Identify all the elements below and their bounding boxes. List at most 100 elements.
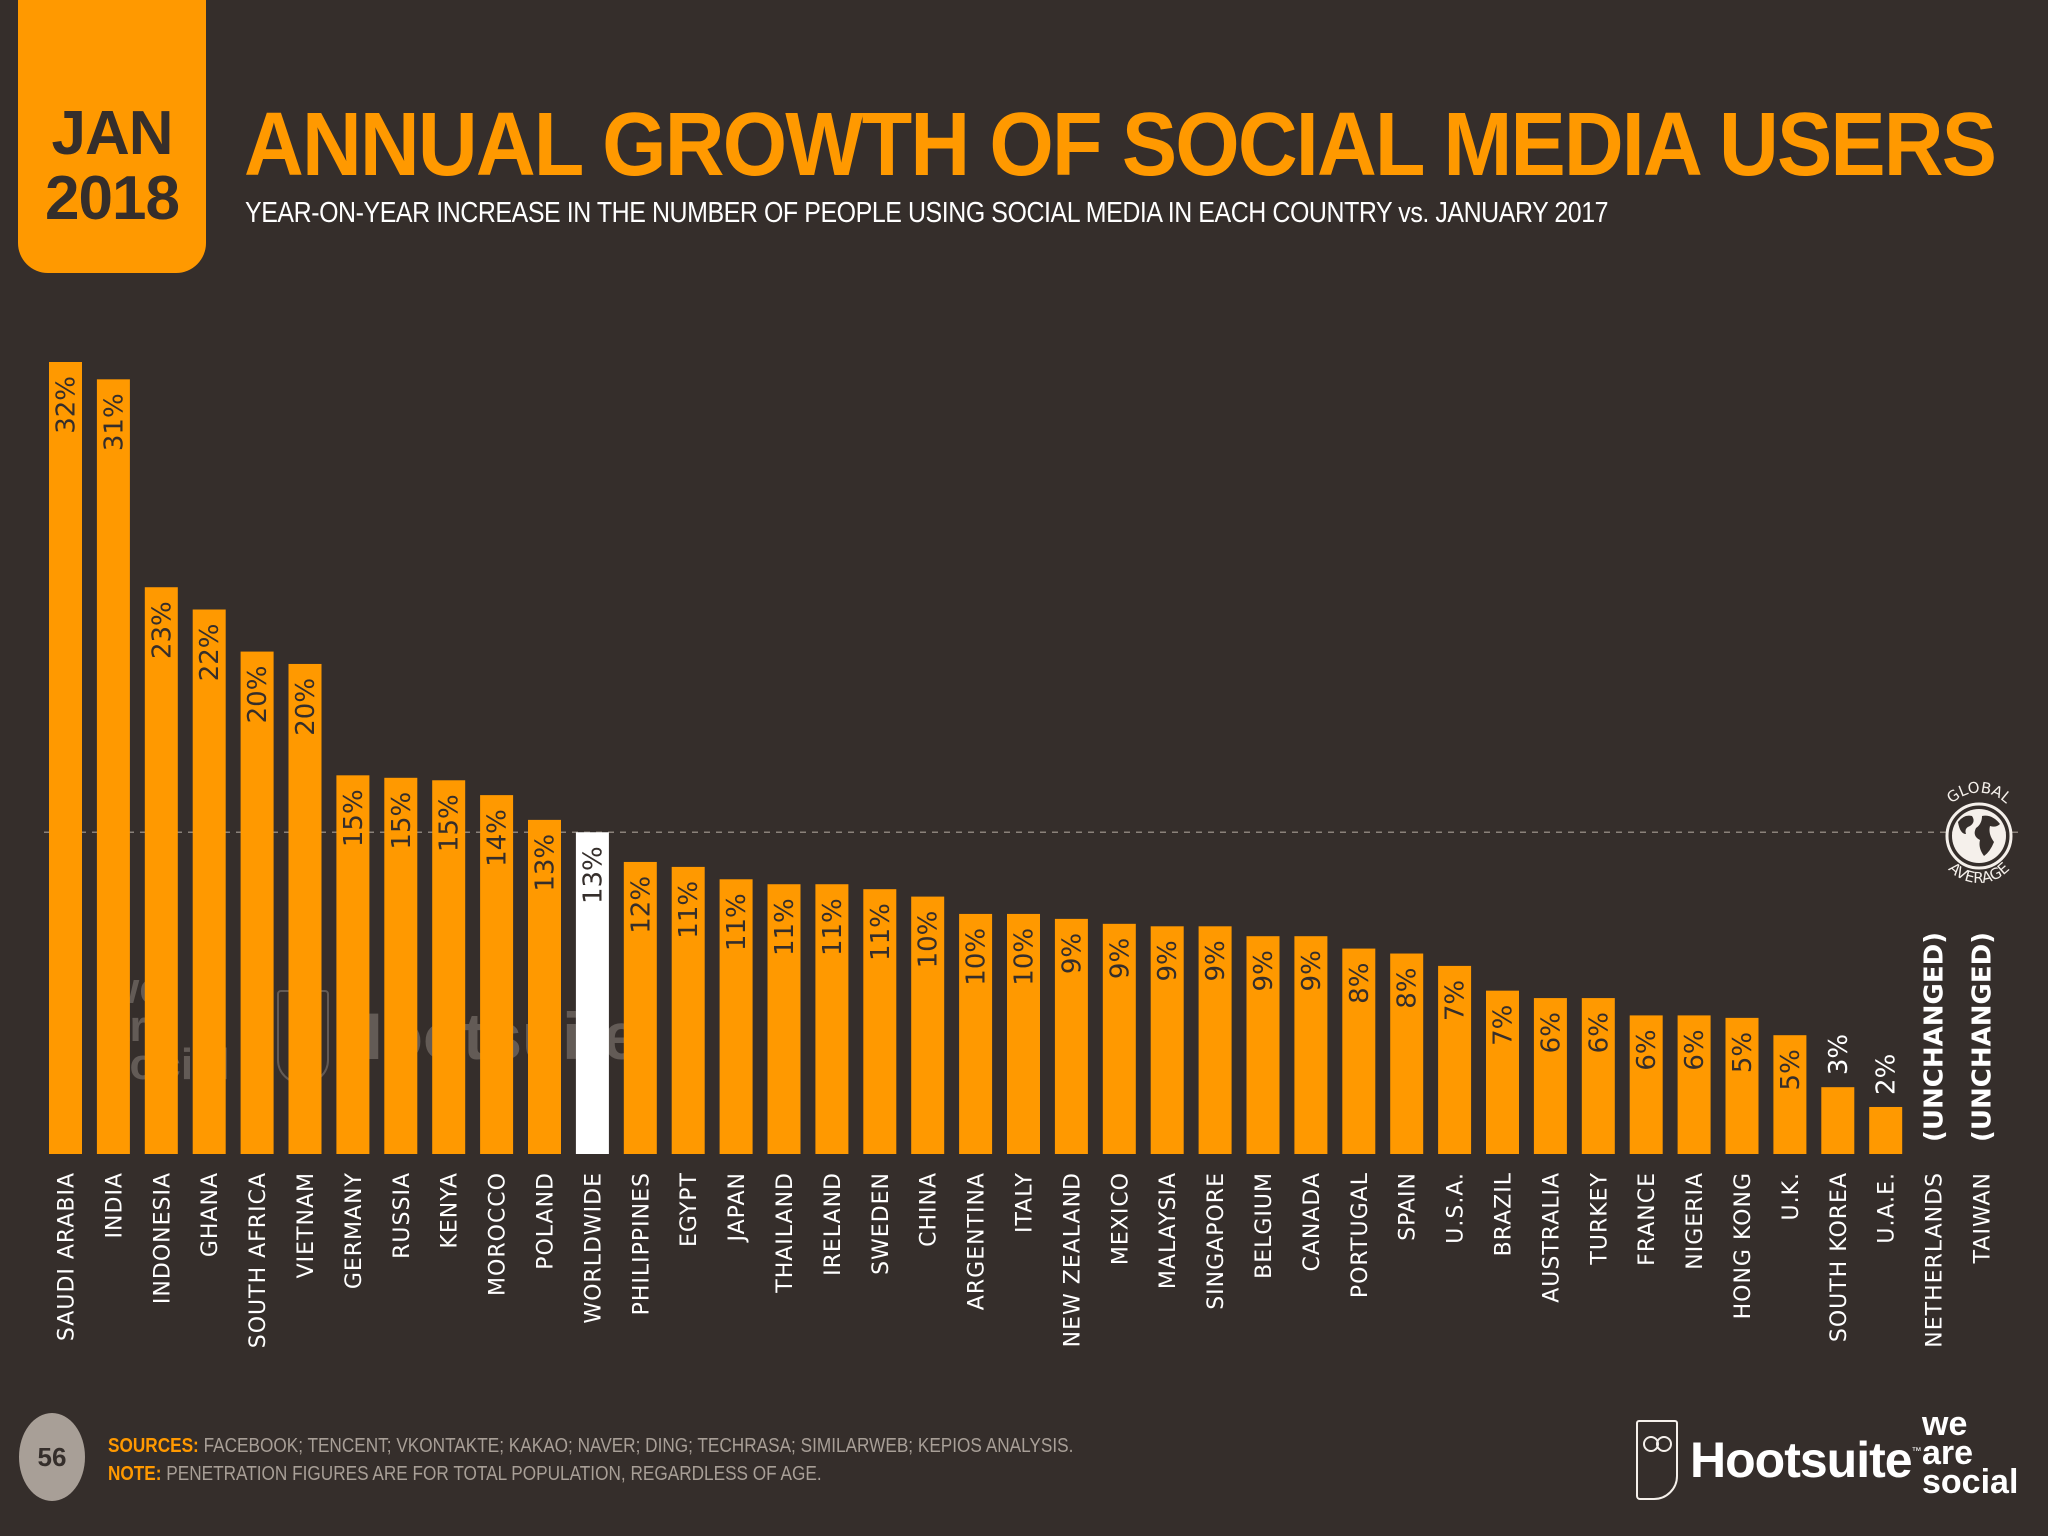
bars-group	[49, 362, 1903, 1154]
bar-saudi-arabia	[49, 362, 82, 1154]
bar-u-s-a	[1438, 965, 1472, 1154]
value-label: 31%	[99, 393, 129, 451]
we-are-social-logo: we are social	[1922, 1405, 2018, 1499]
date-month: JAN	[51, 99, 173, 168]
was-are: are	[1922, 1434, 1974, 1472]
value-label: 20%	[291, 678, 321, 736]
bar-portugal	[1342, 948, 1376, 1154]
value-label: 6%	[1584, 1012, 1614, 1053]
value-label: 15%	[387, 792, 417, 850]
category-label: SPAIN	[1396, 1172, 1421, 1241]
bar-malaysia	[1150, 926, 1184, 1154]
category-label: EGYPT	[677, 1172, 702, 1247]
value-label: 9%	[1297, 950, 1327, 991]
category-label: AUSTRALIA	[1539, 1172, 1564, 1303]
category-label: THAILAND	[773, 1172, 798, 1294]
value-label: 6%	[1680, 1029, 1710, 1070]
value-label: 5%	[1776, 1049, 1806, 1090]
bar-south-korea	[1821, 1087, 1855, 1154]
category-label: CANADA	[1300, 1172, 1325, 1272]
value-label: 20%	[243, 666, 273, 724]
value-label: 14%	[483, 809, 513, 867]
sources-text: FACEBOOK; TENCENT; VKONTAKTE; KAKAO; NAV…	[203, 1435, 1074, 1457]
category-label: RUSSIA	[390, 1172, 415, 1259]
globe-icon: GLOBAL AVERAGE	[1943, 778, 2015, 887]
category-label: U.K.	[1779, 1172, 1804, 1221]
category-label: TURKEY	[1587, 1172, 1612, 1266]
average-label: AVERAGE	[1945, 859, 2013, 887]
sources-line: SOURCES: FACEBOOK; TENCENT; VKONTAKTE; K…	[108, 1432, 1073, 1460]
category-label: KENYA	[438, 1172, 463, 1249]
value-label: 11%	[770, 898, 800, 956]
category-label: ITALY	[1013, 1172, 1038, 1233]
bar-hong-kong	[1725, 1017, 1759, 1154]
bar-singapore	[1198, 926, 1232, 1154]
date-year: 2018	[45, 164, 180, 233]
value-label: 15%	[435, 794, 465, 852]
category-label: SWEDEN	[869, 1172, 894, 1275]
page-number: 56	[19, 1413, 85, 1501]
category-label: MALAYSIA	[1156, 1172, 1181, 1289]
footer-notes: SOURCES: FACEBOOK; TENCENT; VKONTAKTE; K…	[108, 1432, 1073, 1488]
category-label: TAIWAN	[1971, 1172, 1996, 1264]
category-label: CHINA	[917, 1172, 942, 1247]
bar-germany	[336, 775, 370, 1154]
value-label: 9%	[1153, 940, 1183, 981]
bar-chart: 32% 31% 23% 22% 20% 20% 15% 15% 15% 14% 13% 13% 12% 1…	[44, 362, 2022, 1348]
bar-spain	[1390, 953, 1424, 1154]
date-badge: JAN 2018	[18, 0, 206, 273]
bar-ghana	[192, 609, 226, 1154]
value-label: 9%	[1057, 933, 1087, 974]
value-label: 3%	[1824, 1034, 1854, 1075]
chart-subtitle: YEAR-ON-YEAR INCREASE IN THE NUMBER OF P…	[245, 197, 1609, 229]
bar-australia	[1533, 998, 1567, 1154]
category-label: SOUTH AFRICA	[246, 1172, 271, 1348]
value-label: 5%	[1728, 1032, 1758, 1073]
hootsuite-logo: Hootsuite ™	[1636, 1420, 1922, 1500]
category-label: WORLDWIDE	[581, 1172, 606, 1324]
category-label: U.S.A.	[1444, 1172, 1469, 1244]
bar-kenya	[432, 780, 466, 1154]
value-label: 23%	[147, 601, 177, 659]
global-average-badge: GLOBAL AVERAGE	[1924, 770, 2034, 900]
category-label: GERMANY	[342, 1172, 367, 1289]
bar-belgium	[1246, 936, 1280, 1154]
bar-new-zealand	[1054, 918, 1088, 1154]
category-label: INDIA	[102, 1172, 127, 1238]
category-label: U.A.E.	[1875, 1172, 1900, 1244]
value-label: 13%	[578, 846, 608, 904]
category-label: ARGENTINA	[965, 1172, 990, 1310]
value-label: 2%	[1872, 1054, 1902, 1095]
value-label: 11%	[722, 893, 752, 951]
value-label: 10%	[1010, 928, 1040, 986]
bar-brazil	[1486, 990, 1519, 1154]
category-labels-group: SAUDI ARABIA INDIA INDONESIA GHANA SOUTH AFR…	[55, 1172, 1996, 1348]
svg-text:AVERAGE: AVERAGE	[1945, 859, 2013, 887]
bar-ireland	[815, 884, 849, 1154]
bar-u-a-e	[1869, 1106, 1903, 1154]
value-label: 9%	[1201, 940, 1231, 981]
bar-france	[1629, 1015, 1663, 1154]
value-label: 9%	[1105, 938, 1135, 979]
value-label: 32%	[52, 376, 82, 434]
value-label: (UNCHANGED)	[1920, 932, 1950, 1142]
value-label: 6%	[1536, 1012, 1566, 1053]
bar-sweden	[863, 889, 897, 1154]
sources-key: SOURCES:	[108, 1435, 199, 1457]
value-labels-group: 32% 31% 23% 22% 20% 20% 15% 15% 15% 14% 13% 13% 12% 1…	[52, 376, 1998, 1142]
category-label: POLAND	[534, 1172, 559, 1270]
value-label: 8%	[1345, 963, 1375, 1004]
bar-argentina	[959, 913, 993, 1154]
bar-vietnam	[288, 663, 322, 1154]
category-label: JAPAN	[725, 1172, 750, 1244]
category-label: INDONESIA	[150, 1172, 175, 1304]
chart-title: ANNUAL GROWTH OF SOCIAL MEDIA USERS	[244, 95, 1997, 195]
value-label: 7%	[1441, 980, 1471, 1021]
category-label: GHANA	[198, 1172, 223, 1257]
value-label: 11%	[866, 903, 896, 961]
bar-indonesia	[144, 587, 178, 1154]
bar-south-africa	[240, 651, 274, 1154]
was-we: we	[1922, 1405, 1968, 1443]
category-label: NEW ZEALAND	[1060, 1172, 1085, 1347]
bar-turkey	[1581, 998, 1615, 1154]
